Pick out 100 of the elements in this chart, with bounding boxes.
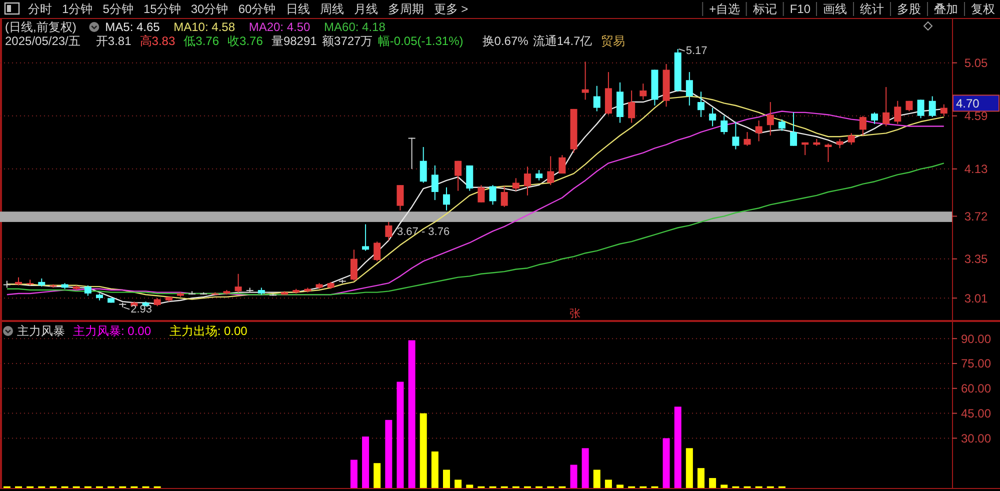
text: 统计 (860, 2, 884, 16)
annotation: 2025/05/23/五 (5, 34, 80, 48)
annotation: 张 (570, 306, 580, 320)
bar (420, 413, 427, 488)
y-tick-label: 30.00 (960, 431, 992, 446)
candlestick (744, 132, 751, 146)
annotation: 2.93 (130, 303, 152, 316)
text: 15分钟 (143, 2, 181, 16)
bar (720, 484, 728, 488)
candlestick (628, 90, 636, 124)
text: 周线 (320, 2, 344, 16)
candlestick (466, 164, 474, 192)
bar (593, 470, 600, 488)
annotation: 贸易 (600, 34, 625, 48)
annotation: 收3.76 (228, 34, 264, 48)
text: 30分钟 (190, 2, 228, 16)
text: 更多 > (434, 2, 468, 16)
bar (616, 484, 624, 488)
text: 标记 (752, 2, 777, 16)
y-tick-label: 3.01 (964, 291, 988, 306)
annotation: 幅-0.05(-1.31%) (378, 34, 464, 48)
annotation: 换0.67% (482, 34, 529, 48)
annotation: 高3.83 (140, 34, 176, 48)
y-tick-label: 3.35 (964, 252, 988, 266)
text: 主力风暴: 0.00 (73, 324, 152, 338)
bar (466, 484, 474, 488)
bar (454, 480, 462, 488)
bar (362, 436, 370, 488)
candlestick (443, 186, 450, 211)
candlestick (755, 120, 762, 142)
bar (350, 460, 358, 488)
chart-title: 主力风暴 (17, 324, 65, 338)
candlestick (732, 121, 740, 150)
candlestick (720, 115, 728, 135)
candlestick (859, 115, 866, 136)
text: 60分钟 (238, 2, 276, 16)
text: MA5: 4.65 (105, 20, 160, 34)
text: 4.70 (956, 96, 980, 110)
line-series (6, 162, 945, 296)
text: 多股 (897, 2, 921, 16)
candlestick (547, 156, 554, 186)
candlestick (871, 112, 878, 124)
candlestick (385, 221, 392, 241)
candlestick (836, 138, 844, 149)
y-tick-label: 4.59 (964, 109, 988, 124)
bar (662, 438, 670, 488)
text: 复权 (971, 2, 995, 16)
y-tick-label: 45.00 (960, 406, 992, 420)
candlestick (917, 99, 924, 119)
annotation: 流通14.7亿 (532, 34, 592, 48)
annotation: 量98291 (271, 34, 318, 48)
candlestick (524, 166, 531, 196)
band-label: 3.67 - 3.76 (397, 226, 450, 238)
y-tick-label: 5.05 (964, 56, 988, 70)
candlestick (582, 61, 589, 100)
candlestick (848, 132, 855, 146)
candlestick (686, 72, 693, 106)
candlestick (454, 160, 462, 192)
bar (374, 463, 381, 488)
candlestick (940, 104, 948, 116)
candlestick (824, 143, 832, 163)
candlestick (431, 164, 438, 201)
candlestick (558, 154, 566, 174)
text: 多周期 (388, 2, 424, 16)
bar (408, 340, 416, 488)
text: 画线 (823, 2, 847, 16)
text: 分时 (28, 2, 52, 16)
bar (385, 420, 392, 488)
bar (674, 406, 682, 488)
bar (582, 448, 589, 488)
y-tick-label: 60.00 (960, 382, 992, 396)
candlestick (790, 112, 798, 146)
candlestick (882, 86, 890, 127)
candlestick (396, 184, 404, 211)
candlestick (709, 107, 716, 127)
candlestick (593, 85, 600, 112)
y-tick-label: 90.00 (960, 332, 992, 346)
bar (443, 470, 450, 488)
chart-title: (日线,前复权) (5, 20, 76, 34)
candlestick (640, 83, 647, 100)
candlestick (84, 284, 92, 296)
bar (686, 448, 693, 488)
bar (431, 451, 438, 488)
text: MA60: 4.18 (324, 20, 386, 34)
text: MA20: 4.50 (248, 20, 311, 34)
text: 月线 (354, 2, 378, 16)
text: 1分钟 (62, 2, 93, 16)
annotation: 低3.76 (184, 34, 220, 48)
text: 日线 (286, 2, 310, 16)
candlestick (778, 118, 786, 132)
candlestick (350, 249, 358, 282)
candlestick (928, 96, 936, 118)
y-tick-label: 75.00 (960, 356, 992, 371)
text: +自选 (709, 2, 740, 16)
annotation: 额3727万 (322, 34, 373, 48)
candlestick (894, 100, 902, 124)
text: 主力出场: 0.00 (169, 324, 248, 338)
annotation: 5.17 (686, 44, 708, 57)
annotation: 开3.81 (96, 34, 132, 48)
candlestick (420, 146, 427, 184)
